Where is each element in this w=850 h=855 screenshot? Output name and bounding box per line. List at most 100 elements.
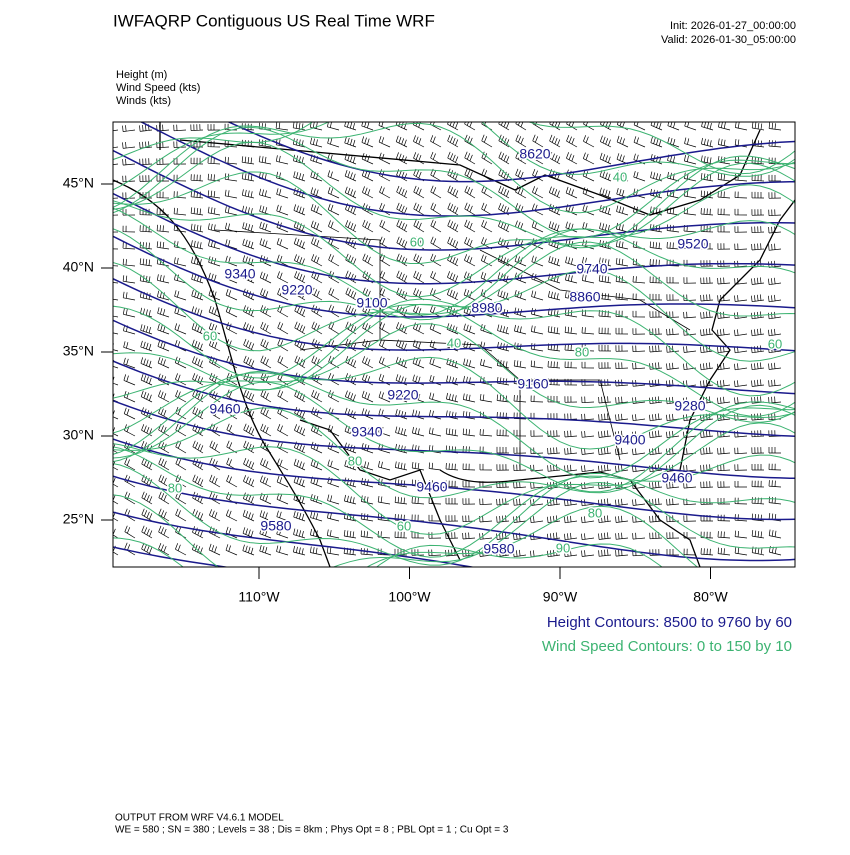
wind-barb: [514, 324, 527, 335]
wind-barb: [294, 355, 306, 369]
wind-barb: [345, 236, 357, 250]
wind-barb: [649, 532, 663, 540]
wind-barb: [158, 440, 170, 454]
wind-barb: [292, 122, 306, 131]
wind-barb: [515, 151, 527, 165]
wind-barb: [379, 219, 391, 233]
wind-barb: [751, 497, 765, 505]
height-contour: [113, 399, 795, 480]
wind-barb: [615, 532, 629, 540]
wind-barb: [310, 203, 323, 216]
wind-barb: [191, 339, 204, 352]
wind-barb: [734, 226, 748, 233]
wind-barb: [548, 221, 561, 233]
wind-barb: [209, 491, 221, 505]
wind-barb: [547, 498, 561, 507]
wind-barb: [564, 396, 578, 403]
wind-barb: [751, 464, 764, 471]
wind-barb: [683, 548, 697, 556]
wind-barb: [139, 291, 153, 301]
wind-barb: [565, 186, 578, 199]
wind-barb: [717, 345, 731, 354]
wind-barb: [190, 190, 204, 199]
lon-tick-label: 80°W: [693, 589, 728, 605]
wind-barb: [462, 498, 476, 505]
wind-barb: [259, 510, 272, 522]
title: IWFAQRP Contiguous US Real Time WRF: [113, 11, 435, 30]
wind-barb: [260, 338, 272, 352]
wind-speed-contour: [113, 241, 795, 352]
wind-barb: [139, 124, 153, 132]
wind-barb: [243, 389, 255, 403]
lon-tick-label: 90°W: [543, 589, 578, 605]
wind-barb: [294, 287, 306, 301]
wind-barb: [294, 304, 306, 318]
wind-speed-contour: [113, 122, 795, 214]
lat-tick-label: 45°N: [63, 175, 94, 191]
wind-barb: [412, 339, 425, 352]
wind-barb: [395, 356, 408, 369]
height-label: 8620: [519, 146, 550, 162]
wind-barb: [260, 288, 272, 301]
wind-barb: [413, 253, 425, 267]
wind-barb: [430, 185, 442, 199]
wind-barb: [734, 191, 748, 199]
wind-barb: [565, 273, 578, 284]
wind-barb: [395, 391, 408, 403]
wind-barb: [514, 272, 527, 284]
wind-barb: [277, 288, 289, 301]
wind-barb: [599, 187, 612, 199]
wind-barb: [243, 457, 255, 471]
wind-barb: [345, 270, 357, 284]
wind-barb: [582, 256, 595, 267]
wind-barb: [122, 275, 136, 284]
wind-barb: [190, 157, 204, 165]
wind-barb: [734, 295, 748, 302]
wind-barb: [581, 396, 595, 404]
wind-barb: [260, 389, 272, 403]
wind-barb: [311, 287, 323, 301]
wind-barb: [615, 327, 629, 335]
wind-barb: [192, 373, 204, 386]
wind-barb: [276, 510, 289, 522]
height-label: 9460: [209, 401, 240, 417]
wind-barb: [344, 460, 357, 471]
wind-barb: [259, 205, 272, 216]
wind-barb: [615, 413, 629, 421]
wind-barb: [209, 474, 221, 488]
wind-barb: [209, 457, 221, 471]
wind-barb: [530, 395, 544, 403]
wind-barb: [293, 458, 306, 471]
wind-barb: [598, 532, 612, 540]
wind-barb: [616, 188, 629, 199]
wind-barb: [226, 474, 238, 488]
wind-barb: [734, 514, 748, 522]
wind-speed-label: 40: [613, 169, 627, 184]
lon-tick-label: 100°W: [388, 589, 431, 605]
wind-barb: [564, 430, 578, 438]
wind-barb: [598, 344, 612, 352]
wind-barb: [277, 321, 289, 335]
wind-barb: [156, 191, 170, 199]
wind-barb: [209, 509, 221, 522]
wind-barb: [396, 169, 408, 182]
wind-barb: [598, 292, 612, 301]
wind-barb: [683, 515, 697, 522]
wind-barb: [328, 220, 340, 233]
wind-barb: [600, 122, 612, 131]
wind-barb: [294, 321, 306, 335]
wind-barb: [751, 530, 765, 539]
wind-barb: [158, 525, 170, 539]
wind-barb: [616, 170, 629, 182]
wind-barb: [530, 325, 544, 335]
wind-barb: [768, 463, 782, 471]
wind-barb: [684, 137, 697, 148]
wind-barb: [717, 531, 731, 539]
wind-barb: [258, 155, 272, 165]
wind-barb: [259, 527, 272, 539]
wind-barb: [344, 186, 357, 199]
wind-barb: [311, 304, 323, 318]
height-contour: [113, 438, 795, 521]
wind-barb: [496, 376, 510, 386]
wind-speed-contour: [113, 505, 699, 567]
